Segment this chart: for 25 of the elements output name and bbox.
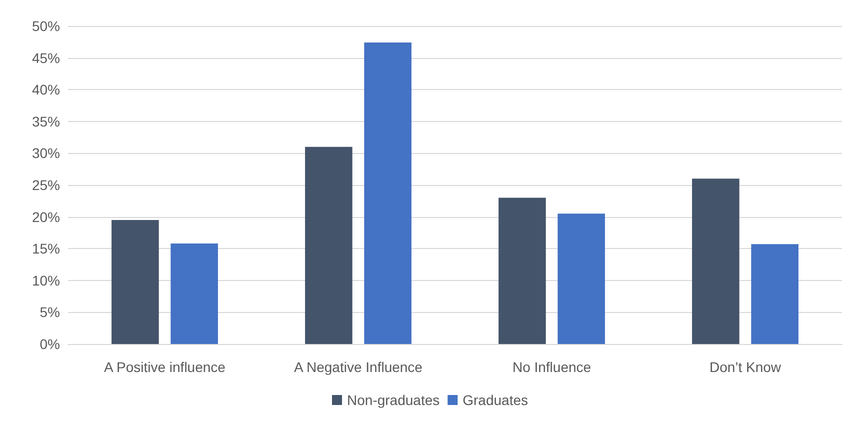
- y-tick-label: 50%: [32, 18, 60, 34]
- bar: [364, 42, 412, 344]
- y-tick-label: 5%: [40, 304, 60, 320]
- y-tick-label: 0%: [40, 336, 60, 352]
- y-tick-label: 35%: [32, 113, 60, 130]
- legend-label: Non-graduates: [347, 392, 440, 408]
- bar: [692, 178, 740, 344]
- x-tick-label: A Negative Influence: [294, 359, 423, 375]
- x-tick-label: A Positive influence: [104, 359, 226, 375]
- y-tick-label: 30%: [32, 145, 60, 162]
- x-tick-label: Don’t Know: [709, 359, 782, 375]
- x-tick-label: No Influence: [512, 359, 592, 375]
- y-tick-label: 15%: [32, 240, 60, 257]
- y-tick-label: 25%: [32, 177, 60, 193]
- bar: [170, 244, 218, 344]
- y-tick-label: 45%: [32, 50, 60, 66]
- y-tick-label: 20%: [32, 208, 60, 225]
- bar: [112, 220, 159, 344]
- bar: [498, 198, 546, 344]
- y-tick-label: 10%: [32, 272, 60, 288]
- bar: [558, 214, 605, 344]
- legend-label: Graduates: [462, 392, 528, 408]
- bar: [751, 244, 798, 344]
- y-tick-label: 40%: [32, 82, 60, 98]
- bar: [305, 146, 352, 344]
